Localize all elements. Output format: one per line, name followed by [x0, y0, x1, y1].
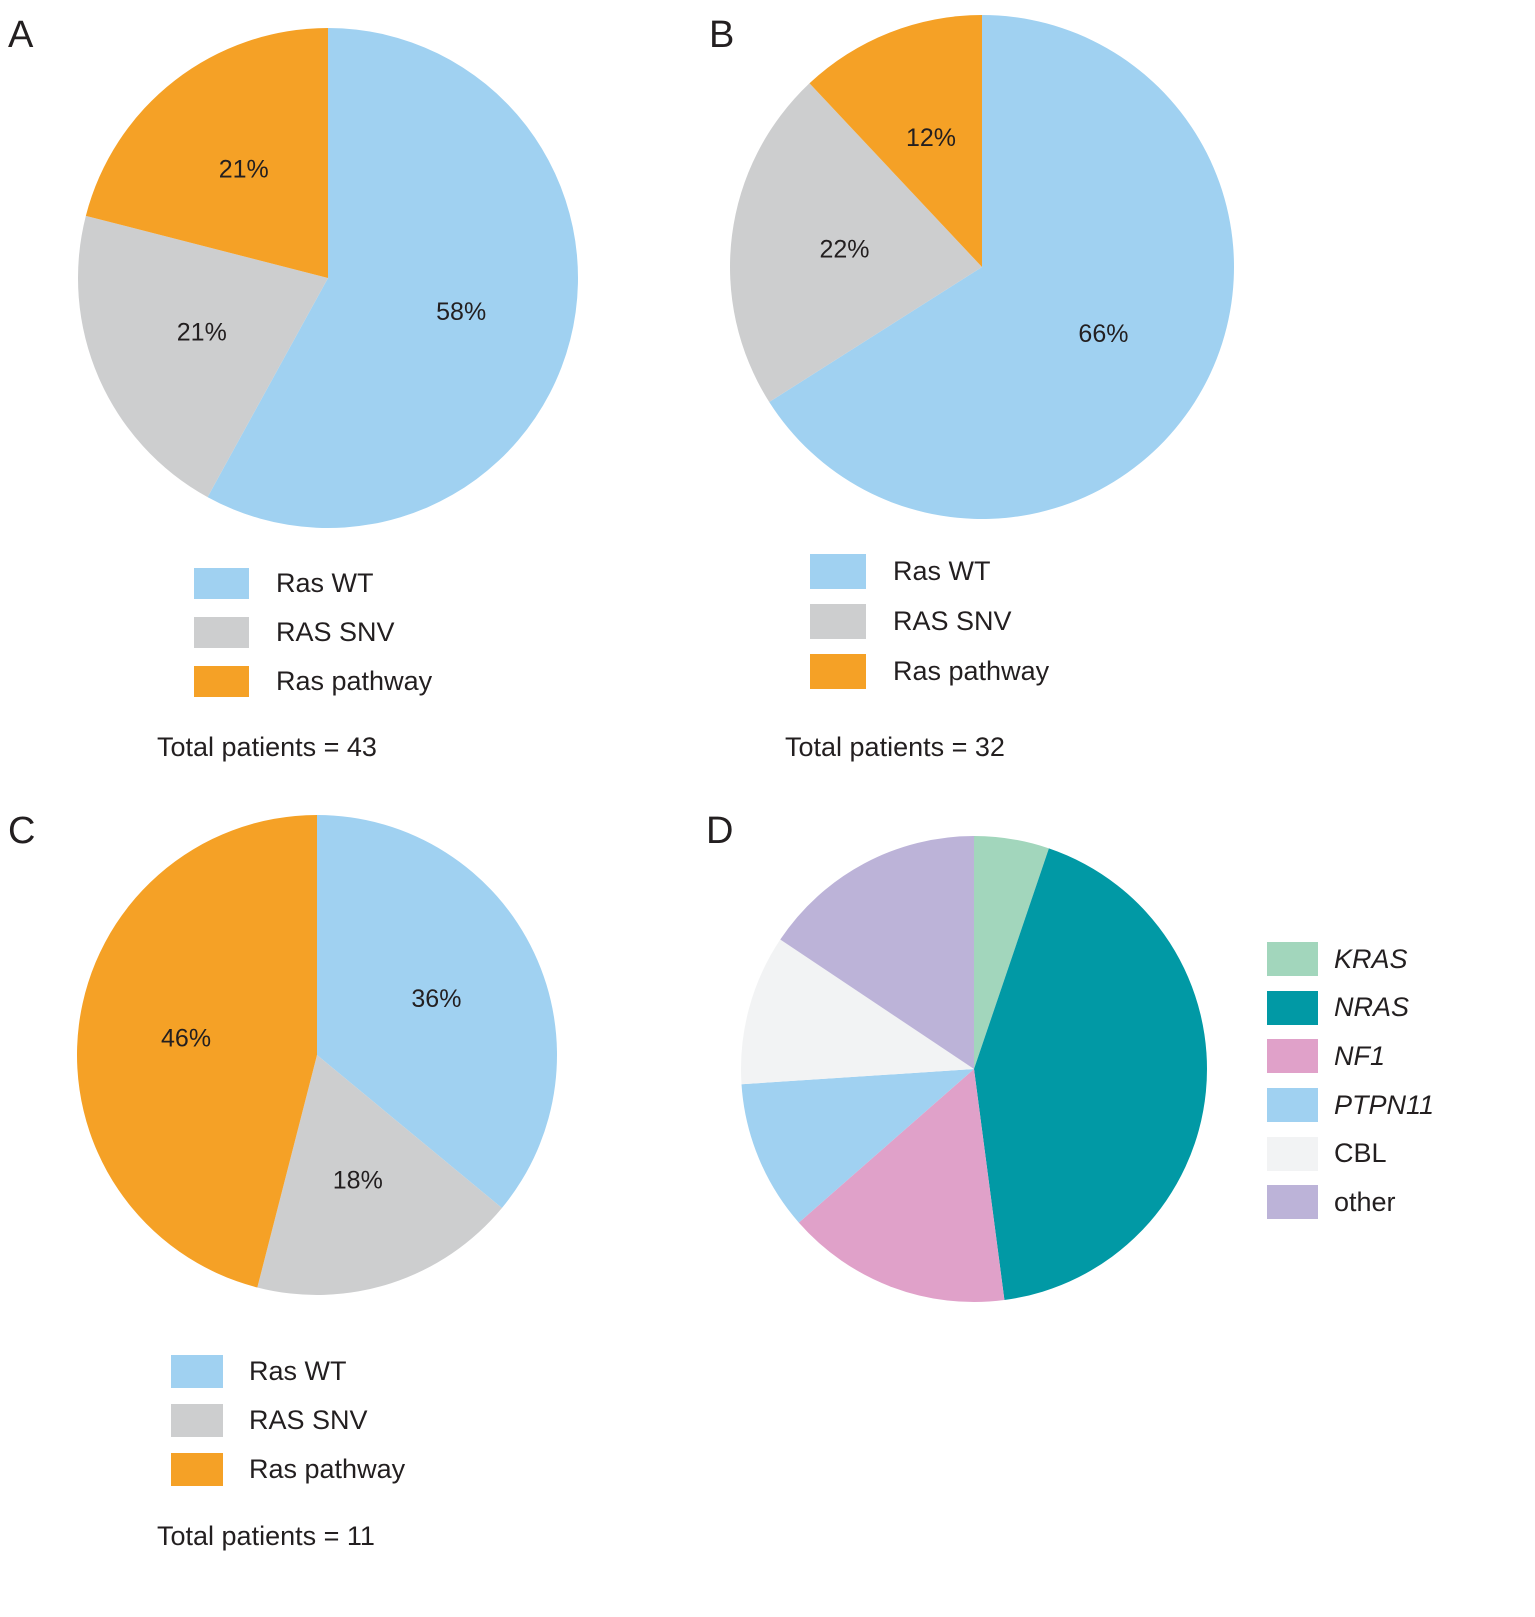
legend-item-ras-wt: Ras WT	[171, 1347, 405, 1396]
slice-nf1	[798, 1069, 1005, 1302]
pie-chart: 66% 22% 12%	[730, 15, 1234, 519]
legend: Ras WT RAS SNV Ras pathway	[194, 559, 432, 706]
legend-item-ras-pathway: Ras pathway	[810, 646, 1049, 696]
legend-label: NRAS	[1334, 992, 1410, 1023]
legend-label: Ras pathway	[276, 666, 433, 696]
slice-nras	[974, 848, 1207, 1301]
legend-swatch	[1267, 990, 1318, 1025]
legend-item-cbl: CBL	[1267, 1129, 1434, 1178]
legend-item-ras-pathway: Ras pathway	[171, 1445, 405, 1494]
pie-chart	[741, 836, 1207, 1302]
legend-label: RAS SNV	[276, 617, 395, 647]
slice-label-ras-snv: 21%	[177, 319, 227, 347]
legend-label: RAS SNV	[249, 1405, 368, 1435]
legend-swatch	[1267, 1039, 1318, 1074]
slice-label-ras-wt: 58%	[436, 298, 486, 326]
legend-label: Ras WT	[249, 1356, 347, 1386]
legend-item-ras-snv: RAS SNV	[171, 1396, 405, 1445]
slice-ras-snv	[730, 83, 982, 403]
legend-item-nras: NRAS	[1267, 984, 1434, 1033]
legend-swatch	[171, 1453, 223, 1486]
legend-swatch	[1267, 1136, 1318, 1171]
slice-label-ras-pathway: 12%	[906, 124, 956, 152]
legend-swatch	[171, 1355, 223, 1388]
slice-cbl	[741, 939, 974, 1085]
slice-ras-wt	[317, 815, 558, 1208]
slice-ras-pathway	[809, 15, 982, 267]
pie-chart: 58% 21% 21%	[78, 28, 578, 528]
legend-label: PTPN11	[1334, 1089, 1435, 1120]
legend-item-nf1: NF1	[1267, 1032, 1434, 1081]
legend-item-ras-pathway: Ras pathway	[194, 657, 432, 706]
panel-letter: A	[8, 14, 34, 56]
legend-swatch	[810, 603, 866, 639]
slice-ras-snv	[257, 1055, 502, 1295]
legend-item-ptpn11: PTPN11	[1267, 1081, 1434, 1130]
legend-swatch	[1267, 1088, 1318, 1123]
slice-label-ras-snv: 18%	[333, 1167, 383, 1195]
legend: KRAS NRAS NF1 PTPN11 CBL other	[1267, 935, 1434, 1227]
slice-ras-snv	[78, 215, 328, 498]
legend-item-other: other	[1267, 1178, 1434, 1227]
slice-label-ras-wt: 36%	[411, 985, 461, 1013]
total-patients-label: Total patients = 11	[157, 1521, 375, 1551]
legend-swatch	[1267, 942, 1318, 977]
slice-kras	[974, 836, 1049, 1069]
legend-label: Ras pathway	[249, 1454, 406, 1484]
slice-label-ras-pathway: 21%	[219, 155, 269, 183]
legend-item-kras: KRAS	[1267, 935, 1434, 984]
panel-letter: B	[709, 14, 735, 56]
legend-label: RAS SNV	[893, 605, 1012, 636]
slice-ptpn11	[741, 1069, 974, 1223]
slice-ras-wt	[207, 28, 578, 528]
legend-label: Ras WT	[276, 568, 374, 598]
legend: Ras WT RAS SNV Ras pathway	[810, 546, 1049, 696]
pie-chart: 36% 18% 46%	[76, 815, 558, 1295]
legend-label: NF1	[1334, 1040, 1386, 1071]
legend-swatch	[810, 553, 866, 589]
legend-swatch	[810, 653, 866, 689]
legend-label: CBL	[1334, 1138, 1387, 1169]
total-patients-label: Total patients = 43	[157, 732, 377, 762]
slice-ras-wt	[769, 15, 1234, 519]
total-patients-label: Total patients = 32	[785, 732, 1005, 762]
legend: Ras WT RAS SNV Ras pathway	[171, 1347, 405, 1494]
legend-item-ras-wt: Ras WT	[194, 559, 432, 608]
panel-letter: C	[8, 810, 36, 852]
slice-label-ras-snv: 22%	[819, 236, 869, 264]
legend-swatch	[1267, 1185, 1318, 1220]
slice-label-ras-pathway: 46%	[161, 1024, 211, 1052]
legend-label: Ras pathway	[893, 655, 1050, 686]
legend-label: Ras WT	[893, 555, 991, 586]
legend-label: other	[1334, 1186, 1396, 1217]
slice-ras-pathway	[85, 28, 328, 278]
slice-other	[780, 836, 974, 1069]
legend-item-ras-snv: RAS SNV	[810, 596, 1049, 646]
legend-label: KRAS	[1334, 943, 1408, 974]
slice-ras-pathway	[76, 815, 317, 1288]
panel-letter: D	[706, 810, 734, 852]
legend-swatch	[194, 666, 249, 697]
legend-swatch	[171, 1404, 223, 1437]
slice-label-ras-wt: 66%	[1078, 320, 1128, 348]
legend-item-ras-wt: Ras WT	[810, 546, 1049, 596]
legend-swatch	[194, 617, 249, 648]
legend-item-ras-snv: RAS SNV	[194, 608, 432, 657]
legend-swatch	[194, 568, 249, 599]
